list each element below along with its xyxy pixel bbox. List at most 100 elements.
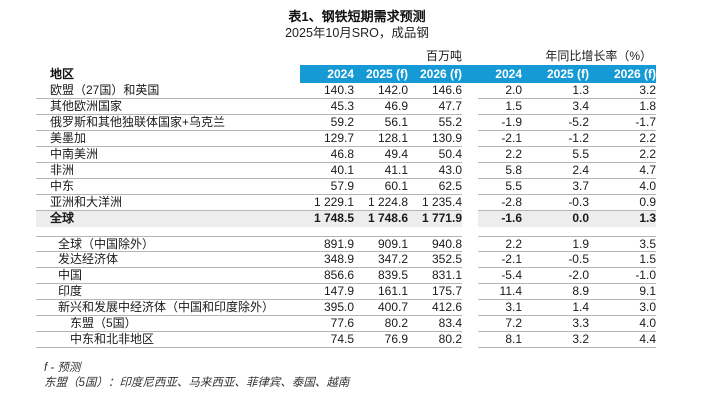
cell-yoy-2024: -5.4	[478, 268, 522, 284]
cell-mt-2025f: 400.7	[354, 300, 408, 316]
row-gutter	[462, 99, 478, 115]
row-gutter	[462, 211, 478, 227]
cell-yoy-2026f: 4.7	[589, 163, 656, 179]
cell-mt-2024: 395.0	[300, 300, 354, 316]
cell-yoy-2026f: 2.2	[589, 131, 656, 147]
cell-yoy-2025f: -0.5	[522, 252, 589, 268]
cell-mt-2024: 348.9	[300, 252, 354, 268]
cell-yoy-2024: -2.1	[478, 131, 522, 147]
table-titles: 表1、钢铁短期需求预测 2025年10月SRO，成品钢	[0, 0, 714, 41]
column-group-gutter	[462, 48, 478, 65]
cell-mt-2025f: 76.9	[354, 332, 408, 348]
cell-mt-2025f: 839.5	[354, 268, 408, 284]
table-row: 新兴和发展中经济体（中国和印度除外） 395.0 400.7 412.6 3.1 1.4 3…	[36, 300, 656, 316]
row-gutter	[462, 284, 478, 300]
cell-mt-2025f: 80.2	[354, 316, 408, 332]
row-gutter	[462, 316, 478, 332]
cell-yoy-2025f: 5.5	[522, 147, 589, 163]
cell-mt-2025f: 128.1	[354, 131, 408, 147]
row-label: 中东和北非地区	[36, 332, 300, 348]
row-label: 美墨加	[36, 131, 300, 147]
cell-mt-2024: 856.6	[300, 268, 354, 284]
year-header-yoy-2026f: 2026 (f)	[613, 67, 656, 81]
table-row: 发达经济体 348.9 347.2 352.5 -2.1 -0.5 1.5	[36, 252, 656, 268]
cell-mt-2026f: 412.6	[408, 300, 462, 316]
table-row: 其他欧洲国家 45.3 46.9 47.7 1.5 3.4 1.8	[36, 99, 656, 115]
table-row: 美墨加 129.7 128.1 130.9 -2.1 -1.2 2.2	[36, 131, 656, 147]
cell-mt-2026f: 80.2	[408, 332, 462, 348]
row-label: 欧盟（27国）和英国	[36, 83, 300, 99]
cell-yoy-2026f: 9.1	[589, 284, 656, 300]
cell-yoy-2025f: 8.9	[522, 284, 589, 300]
year-header-yoy-2025f: 2025 (f)	[546, 67, 589, 81]
cell-yoy-2026f: 1.5	[589, 252, 656, 268]
cell-mt-2026f: 83.4	[408, 316, 462, 332]
region-column-header: 地区	[50, 67, 75, 81]
cell-mt-2025f: 41.1	[354, 163, 408, 179]
row-gutter	[462, 163, 478, 179]
table-section-aggregates: 全球（中国除外） 891.9 909.1 940.8 2.2 1.9 3.5 发达经济体 348…	[36, 236, 656, 348]
year-header-mt-2024: 2024	[327, 67, 354, 81]
cell-yoy-2025f: -0.3	[522, 195, 589, 211]
cell-yoy-2024: -1.6	[478, 211, 522, 227]
year-header-mt-2026f: 2026 (f)	[419, 67, 462, 81]
cell-yoy-2026f: -1.0	[589, 268, 656, 284]
cell-yoy-2025f: -2.0	[522, 268, 589, 284]
row-gutter	[462, 147, 478, 163]
column-group-header-row: 百万吨 年同比增长率（%）	[36, 48, 656, 65]
cell-yoy-2026f: 3.0	[589, 300, 656, 316]
table-row: 中东 57.9 60.1 62.5 5.5 3.7 4.0	[36, 179, 656, 195]
cell-mt-2026f: 940.8	[408, 236, 462, 252]
cell-mt-2024: 45.3	[300, 99, 354, 115]
row-label: 印度	[36, 284, 300, 300]
cell-mt-2025f: 1 224.8	[354, 195, 408, 211]
group-header-yoy-growth: 年同比增长率（%）	[545, 49, 652, 63]
table-row: 亚洲和大洋洲 1 229.1 1 224.8 1 235.4 -2.8 -0.3 0.9	[36, 195, 656, 211]
cell-yoy-2025f: 2.4	[522, 163, 589, 179]
cell-mt-2024: 57.9	[300, 179, 354, 195]
cell-mt-2025f: 909.1	[354, 236, 408, 252]
cell-mt-2026f: 130.9	[408, 131, 462, 147]
cell-mt-2026f: 1 771.9	[408, 211, 462, 227]
row-label: 俄罗斯和其他独联体国家+乌克兰	[36, 115, 300, 131]
cell-yoy-2024: 11.4	[478, 284, 522, 300]
cell-yoy-2025f: 3.4	[522, 99, 589, 115]
cell-yoy-2024: -2.1	[478, 252, 522, 268]
table-title: 表1、钢铁短期需求预测	[288, 9, 426, 24]
table-row: 中南美洲 46.8 49.4 50.4 2.2 5.5 2.2	[36, 147, 656, 163]
forecast-table: 百万吨 年同比增长率（%） 地区 2024 2025 (f) 2026 (f) …	[36, 48, 656, 348]
cell-yoy-2025f: 0.0	[522, 211, 589, 227]
year-header-band: 2024 2025 (f) 2026 (f) 2024 2025 (f) 202…	[300, 65, 656, 83]
table-row: 欧盟（27国）和英国 140.3 142.0 146.6 2.0 1.3 3.2	[36, 83, 656, 99]
row-label: 全球	[36, 211, 300, 227]
cell-yoy-2026f: 4.4	[589, 332, 656, 348]
year-header-row: 地区 2024 2025 (f) 2026 (f) 2024 2025 (f) …	[36, 65, 656, 83]
cell-yoy-2025f: -5.2	[522, 115, 589, 131]
cell-mt-2024: 129.7	[300, 131, 354, 147]
cell-mt-2025f: 56.1	[354, 115, 408, 131]
cell-mt-2025f: 1 748.6	[354, 211, 408, 227]
row-gutter	[462, 195, 478, 211]
footnotes: f - 预测 东盟（5国）：印度尼西亚、马来西亚、菲律宾、泰国、越南	[44, 361, 714, 391]
cell-mt-2026f: 175.7	[408, 284, 462, 300]
cell-mt-2026f: 1 235.4	[408, 195, 462, 211]
cell-mt-2026f: 352.5	[408, 252, 462, 268]
cell-mt-2025f: 46.9	[354, 99, 408, 115]
row-label: 发达经济体	[36, 252, 300, 268]
table-row: 印度 147.9 161.1 175.7 11.4 8.9 9.1	[36, 284, 656, 300]
year-header-mt-2025f: 2025 (f)	[365, 67, 408, 81]
table-row: 中东和北非地区 74.5 76.9 80.2 8.1 3.2 4.4	[36, 332, 656, 348]
row-gutter	[462, 179, 478, 195]
cell-mt-2025f: 60.1	[354, 179, 408, 195]
row-gutter	[462, 252, 478, 268]
group-header-million-tonnes: 百万吨	[425, 49, 462, 63]
table-row: 中国 856.6 839.5 831.1 -5.4 -2.0 -1.0	[36, 268, 656, 284]
cell-mt-2026f: 50.4	[408, 147, 462, 163]
row-gutter	[462, 300, 478, 316]
cell-yoy-2024: 5.5	[478, 179, 522, 195]
table-row: 东盟（5国） 77.6 80.2 83.4 7.2 3.3 4.0	[36, 316, 656, 332]
cell-mt-2026f: 146.6	[408, 83, 462, 99]
cell-yoy-2025f: -1.2	[522, 131, 589, 147]
cell-yoy-2024: 1.5	[478, 99, 522, 115]
table-row: 全球（中国除外） 891.9 909.1 940.8 2.2 1.9 3.5	[36, 236, 656, 252]
